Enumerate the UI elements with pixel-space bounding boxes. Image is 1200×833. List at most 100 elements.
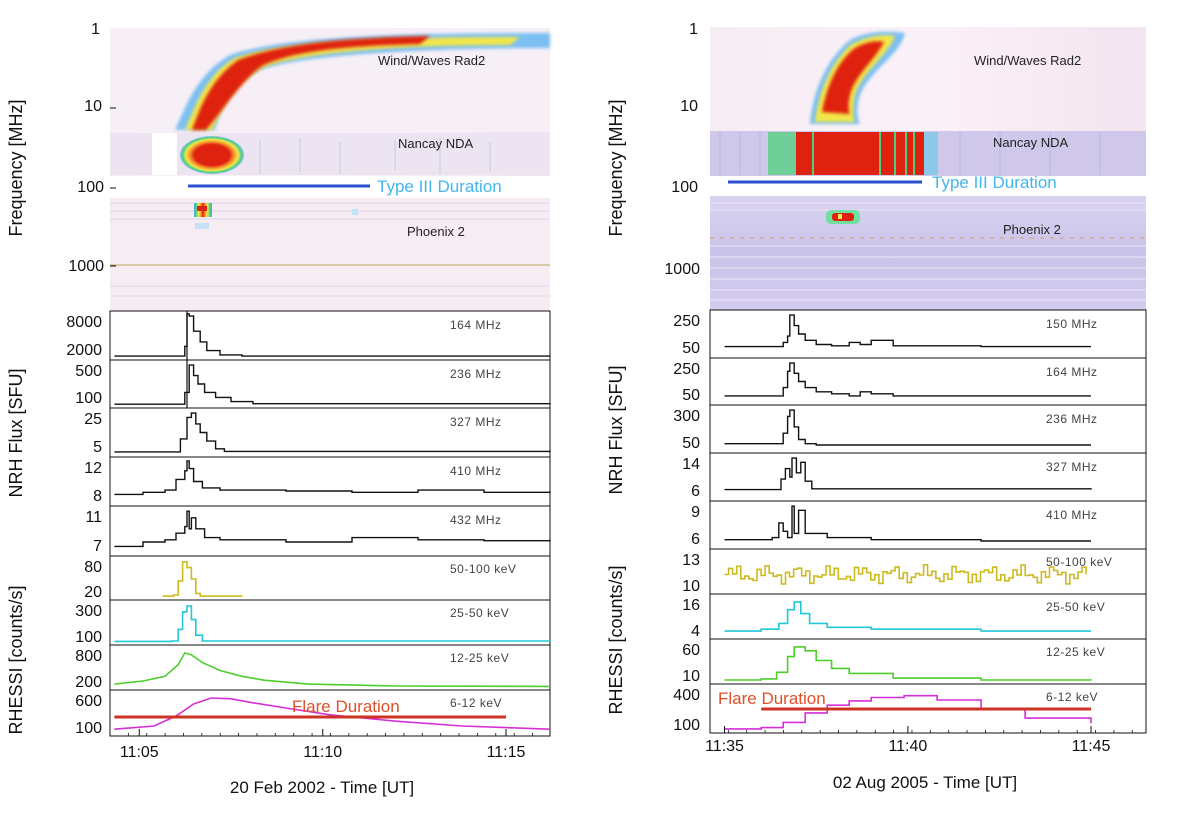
right-nrh-series-2	[724, 409, 1091, 446]
right-flare-label: Flare Duration	[718, 689, 826, 708]
left-freq-tick-1: 1	[91, 21, 100, 38]
right-nrh-tick-2-0: 300	[673, 408, 700, 425]
left-nrh-channel-label-4: 432 MHz	[450, 513, 502, 527]
left-rhessi-tick-3-1: 100	[75, 720, 102, 737]
left-nrh-series-3	[114, 460, 551, 496]
left-nrh-tick-3-1: 8	[93, 488, 102, 505]
right-rhessi-series-0	[724, 564, 1087, 585]
left-nrh-tick-1-1: 100	[75, 390, 102, 407]
left-rhessi-tick-2-1: 200	[75, 674, 102, 691]
right-rhessi-tick-3-0: 400	[673, 687, 700, 704]
left-nrh-series-4	[114, 510, 551, 548]
left-nrh-channel-label-1: 236 MHz	[450, 367, 502, 381]
right-nrh-channel-label-0: 150 MHz	[1046, 317, 1098, 331]
right-freq-tick-1: 1	[689, 21, 698, 38]
left-nrh-tick-2-1: 5	[93, 439, 102, 456]
left-nrh-series-0	[114, 313, 550, 357]
right-rhessi-frame-3	[709, 683, 1147, 734]
right-nrh-channel-label-2: 236 MHz	[1046, 412, 1098, 426]
right-nrh-tick-1-1: 50	[682, 387, 700, 404]
left-band-wind: Wind/Waves Rad2	[378, 53, 485, 68]
left-rhessi-channel-label-3: 6-12 keV	[450, 696, 502, 710]
right-nrh-tick-0-1: 50	[682, 340, 700, 357]
left-nrh-tick-3-0: 12	[84, 460, 102, 477]
right-nrh-series-1	[724, 362, 1091, 397]
right-freq-ticks: 1 10 100 1000	[664, 21, 700, 278]
left-rhessi-series-2	[114, 651, 551, 688]
right-rhessi-tick-0-1: 10	[682, 578, 700, 595]
right-timeseries: 150 MHz 164 MHz 236 MHz 327 MHz 410 MHz 50-10…	[709, 309, 1147, 734]
right-nrh-channel-label-1: 164 MHz	[1046, 365, 1098, 379]
left-rhessi-frame-3	[109, 689, 551, 737]
left-type3-label: Type III Duration	[377, 177, 502, 196]
right-nrh-tick-4-0: 9	[691, 504, 700, 521]
left-spectrogram	[110, 28, 550, 311]
right-nrh-tick-3-1: 6	[691, 483, 700, 500]
right-rhessi-ylabel: RHESSI [counts/s]	[606, 565, 626, 714]
left-figure: 164 MHz 236 MHz 327 MHz 410 MHz 432 MHz 50-10…	[66, 28, 551, 761]
left-rhessi-series-0	[162, 561, 243, 597]
left-rhessi-tick-1-1: 100	[75, 629, 102, 646]
left-rhessi-tick-0-0: 80	[84, 559, 102, 576]
right-tick-labels: 250 50 250 50 300 50 14 6 9 6 13 10 16 4 60 10 400 100 11:…	[673, 313, 1110, 755]
right-rhessi-tick-2-1: 10	[682, 668, 700, 685]
left-nrh-series-2	[114, 412, 551, 453]
right-band-nda: Nancay NDA	[993, 135, 1068, 150]
left-nrh-series-1	[114, 364, 551, 405]
right-rhessi-series-2	[724, 646, 1092, 681]
right-xtick-label-2: 11:45	[1072, 738, 1111, 755]
right-band-wind: Wind/Waves Rad2	[974, 53, 1081, 68]
left-nrh-channel-label-2: 327 MHz	[450, 415, 502, 429]
left-tick-labels: 8000 2000 500 100 25 5 12 8 11 7 80 20 300 100 800 200 6…	[66, 314, 525, 761]
left-rhessi-tick-0-1: 20	[84, 584, 102, 601]
right-rhessi-tick-1-0: 16	[682, 597, 700, 614]
left-nrh-tick-4-1: 7	[93, 538, 102, 555]
left-rhessi-tick-2-0: 800	[75, 648, 102, 665]
right-rhessi-tick-1-1: 4	[691, 623, 700, 640]
left-nrh-channel-label-0: 164 MHz	[450, 318, 502, 332]
right-xlabel: 02 Aug 2005 - Time [UT]	[833, 773, 1017, 792]
right-freq-ylabel: Frequency [MHz]	[606, 99, 626, 236]
left-rhessi-channel-label-0: 50-100 keV	[450, 562, 516, 576]
right-nrh-tick-2-1: 50	[682, 435, 700, 452]
right-nrh-tick-1-0: 250	[673, 361, 700, 378]
left-freq-ylabel: Frequency [MHz]	[6, 99, 26, 236]
left-rhessi-channel-label-1: 25-50 keV	[450, 606, 509, 620]
left-xtick-label-0: 11:05	[120, 744, 159, 761]
right-spectrogram	[710, 27, 1146, 310]
left-xtick-label-1: 11:10	[303, 744, 342, 761]
right-rhessi-channel-label-2: 12-25 keV	[1046, 645, 1105, 659]
left-rhessi-channel-label-2: 12-25 keV	[450, 651, 509, 665]
right-nrh-series-0	[724, 314, 1091, 348]
right-xtick-label-1: 11:40	[888, 738, 927, 755]
left-nrh-tick-1-0: 500	[75, 363, 102, 380]
left-rhessi-tick-3-0: 600	[75, 693, 102, 710]
right-figure: 150 MHz 164 MHz 236 MHz 327 MHz 410 MHz 50-10…	[673, 27, 1147, 755]
left-band-phoenix: Phoenix 2	[407, 224, 465, 239]
left-nrh-tick-0-1: 2000	[66, 342, 102, 359]
right-rhessi-channel-label-0: 50-100 keV	[1046, 555, 1112, 569]
left-flare-label: Flare Duration	[292, 697, 400, 716]
left-freq-tick-10: 10	[84, 98, 102, 115]
right-nrh-tick-0-0: 250	[673, 313, 700, 330]
right-nrh-tick-3-0: 14	[682, 456, 700, 473]
left-band-nda: Nancay NDA	[398, 136, 473, 151]
right-nrh-channel-label-4: 410 MHz	[1046, 508, 1098, 522]
left-nrh-channel-label-3: 410 MHz	[450, 464, 502, 478]
right-xtick-label-0: 11:35	[705, 738, 744, 755]
right-rhessi-tick-3-1: 100	[673, 717, 700, 734]
right-rhessi-series-1	[724, 601, 1091, 632]
left-timeseries: 164 MHz 236 MHz 327 MHz 410 MHz 432 MHz 50-10…	[109, 310, 551, 737]
left-freq-ticks: 1 10 100 1000	[68, 21, 104, 275]
left-rhessi-tick-1-0: 300	[75, 603, 102, 620]
left-nrh-tick-0-0: 8000	[66, 314, 102, 331]
right-rhessi-channel-label-1: 25-50 keV	[1046, 600, 1105, 614]
left-rhessi-ylabel: RHESSI [counts/s]	[6, 585, 26, 734]
right-rhessi-channel-label-3: 6-12 keV	[1046, 690, 1098, 704]
right-freq-tick-1000: 1000	[664, 261, 700, 278]
left-xtick-label-2: 11:15	[487, 744, 526, 761]
right-type3-label: Type III Duration	[932, 173, 1057, 192]
left-freq-tick-100: 100	[77, 179, 104, 196]
left-nrh-tick-2-0: 25	[84, 411, 102, 428]
